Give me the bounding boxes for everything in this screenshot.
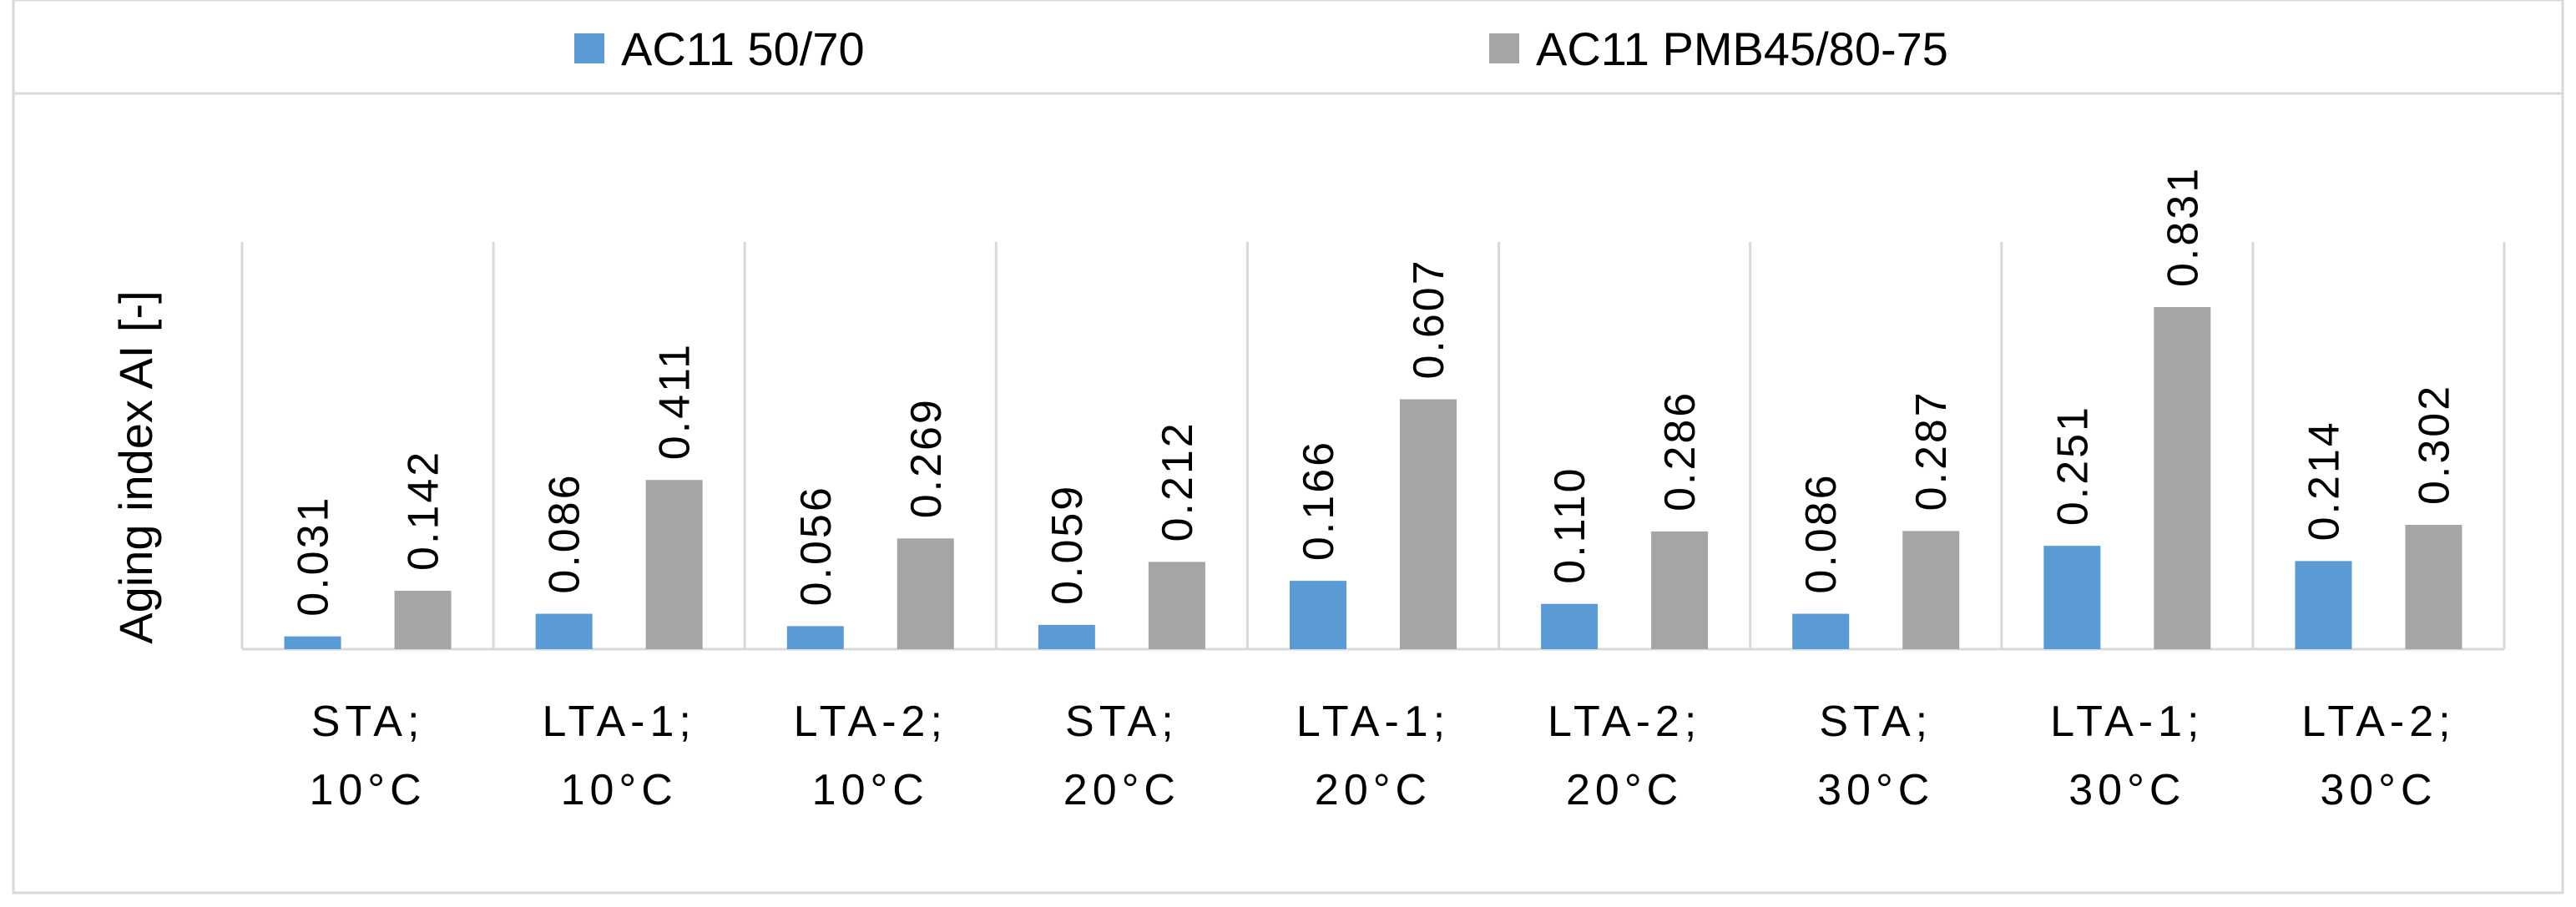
x-tick-label-6-2: 20°C: [1566, 766, 1683, 814]
x-tick-label-3-1: LTA-2;: [794, 698, 947, 746]
x-tick-label-1-2: 10°C: [309, 766, 426, 814]
data-label-2-5: 0.607: [1405, 258, 1453, 379]
bar-1-9: [2295, 561, 2352, 649]
bar-2-8: [2154, 307, 2211, 649]
x-tick-label-7-2: 30°C: [1817, 766, 1934, 814]
x-tick-label-5-2: 20°C: [1315, 766, 1432, 814]
x-tick-label-2-1: LTA-1;: [542, 698, 695, 746]
data-label-2-6: 0.286: [1656, 391, 1705, 511]
data-label-1-2: 0.086: [541, 472, 589, 593]
bar-1-8: [2043, 546, 2101, 649]
legend-item-series-2: AC11 PMB45/80-75: [1489, 23, 1948, 75]
bar-1-2: [535, 613, 593, 649]
data-label-2-2: 0.411: [651, 342, 700, 460]
x-tick-label-1-1: STA;: [311, 698, 425, 746]
x-tick-label-4-2: 20°C: [1063, 766, 1180, 814]
x-tick-label-9-1: LTA-2;: [2301, 698, 2455, 746]
x-tick-label-4-1: STA;: [1065, 698, 1179, 746]
y-axis-title: Aging index AI [-]: [109, 290, 162, 643]
data-label-1-7: 0.086: [1797, 472, 1846, 593]
data-label-2-8: 0.831: [2159, 166, 2207, 287]
bar-2-7: [1902, 531, 1960, 649]
data-label-2-7: 0.287: [1907, 390, 1956, 511]
plot-area: 0.031 0.142 STA; 10°C 0.086 0.411 LTA-1; 10°C 0.…: [240, 166, 2506, 814]
x-tick-label-6-1: LTA-2;: [1548, 698, 1701, 746]
x-tick-label-2-2: 10°C: [561, 766, 678, 814]
x-tick-label-7-1: STA;: [1819, 698, 1932, 746]
data-label-1-6: 0.110: [1546, 466, 1594, 583]
bar-2-3: [897, 538, 954, 649]
bar-2-5: [1400, 399, 1457, 649]
x-tick-label-8-2: 30°C: [2068, 766, 2185, 814]
data-label-2-4: 0.212: [1154, 421, 1202, 542]
legend-label-series-2: AC11 PMB45/80-75: [1536, 23, 1948, 75]
legend-swatch-series-2: [1489, 33, 1519, 63]
x-tick-label-3-2: 10°C: [812, 766, 929, 814]
data-label-2-1: 0.142: [400, 450, 448, 571]
legend-item-series-1: AC11 50/70: [574, 23, 865, 75]
bar-2-4: [1148, 562, 1205, 649]
bar-2-2: [645, 480, 703, 649]
legend-label-series-1: AC11 50/70: [621, 23, 865, 75]
x-tick-label-9-2: 30°C: [2320, 766, 2437, 814]
data-label-2-3: 0.269: [902, 397, 951, 518]
data-label-1-1: 0.031: [290, 496, 338, 617]
data-label-2-9: 0.302: [2410, 384, 2458, 505]
bar-2-9: [2405, 524, 2462, 649]
bar-1-5: [1290, 581, 1346, 649]
bar-1-4: [1038, 624, 1095, 649]
chart-frame: [12, 0, 2564, 894]
legend-swatch-series-1: [574, 33, 604, 63]
legend: AC11 50/70 AC11 PMB45/80-75: [574, 23, 1948, 75]
data-label-1-9: 0.214: [2300, 420, 2348, 541]
bar-1-7: [1792, 613, 1850, 649]
bar-2-6: [1651, 531, 1709, 649]
data-label-1-5: 0.166: [1295, 440, 1343, 561]
bar-1-1: [284, 636, 341, 649]
bar-2-1: [394, 590, 452, 649]
bar-1-6: [1541, 603, 1599, 649]
x-tick-label-8-1: LTA-1;: [2050, 698, 2204, 746]
data-label-1-8: 0.251: [2048, 405, 2097, 526]
bar-1-3: [786, 626, 844, 649]
x-tick-label-5-1: LTA-1;: [1296, 698, 1450, 746]
data-label-1-4: 0.059: [1043, 484, 1092, 605]
data-label-1-3: 0.056: [792, 485, 841, 606]
